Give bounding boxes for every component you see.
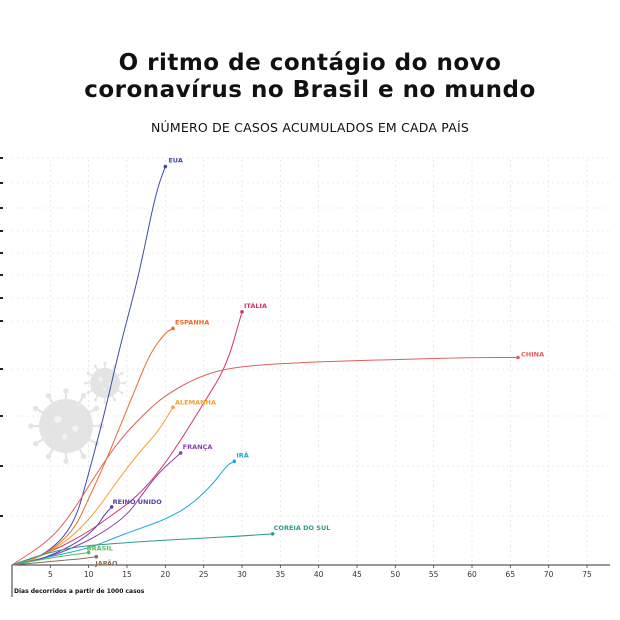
y-tick-mark (0, 207, 3, 209)
chart-grid (12, 157, 610, 565)
x-tick-label: 15 (122, 570, 132, 579)
x-tick-label: 25 (199, 570, 209, 579)
series-line-china (11, 357, 518, 566)
x-axis-label: Dias decorridos a partir de 1000 casos (14, 588, 145, 595)
series-endpoint-italia (240, 310, 244, 314)
y-tick-mark (0, 297, 3, 299)
y-tick-mark (0, 415, 3, 417)
y-tick-mark (0, 230, 3, 232)
x-tick-label: 60 (467, 570, 477, 579)
virus-icon (84, 362, 126, 404)
line-chart: 5 10 15 20 25 30 35 40 45 50 55 60 65 70 75 EUA ESPANHA… (0, 157, 610, 597)
x-tick-label: 75 (582, 570, 592, 579)
y-tick-mark (0, 515, 3, 517)
series-endpoint-japao (94, 554, 99, 559)
virus-decoration-icons (28, 362, 126, 464)
y-tick-mark (0, 252, 3, 254)
chart-axes: 5 10 15 20 25 30 35 40 45 50 55 60 65 70 75 (0, 157, 610, 597)
x-tick-label: 5 (48, 570, 53, 579)
series-endpoint-alemanha (171, 405, 175, 410)
series-label-alemanha: ALEMANHA (175, 398, 216, 406)
series-label-china: CHINA (521, 351, 544, 359)
series-line-alemanha (11, 407, 174, 566)
series-label-brasil: BRASIL (87, 545, 113, 553)
chart-subtitle: NÚMERO DE CASOS ACUMULADOS EM CADA PAÍS (150, 120, 470, 135)
series-endpoint-coreia-do-sul (270, 532, 275, 536)
series-label-eua: EUA (168, 157, 183, 165)
chart-title: O ritmo de contágio do novo coronavírus … (0, 50, 620, 104)
series-label-japao: JAPÃO (94, 559, 118, 568)
series-line-coreia-do-sul (11, 533, 273, 566)
series-endpoint-reino-unido (109, 505, 114, 509)
series-endpoint-franca (178, 451, 183, 455)
chart-title-line-1: O ritmo de contágio do novo (118, 50, 502, 76)
x-tick-label: 45 (352, 570, 362, 579)
series-label-italia: ITÁLIA (244, 301, 267, 310)
x-tick-label: 30 (237, 570, 247, 579)
y-tick-mark (0, 368, 3, 370)
series-endpoint-china (516, 355, 520, 360)
x-tick-label: 50 (391, 570, 401, 579)
x-tick-label: 65 (506, 570, 516, 579)
series-endpoint-eua (163, 164, 168, 169)
series-endpoint-ira (232, 459, 237, 464)
y-tick-mark (0, 274, 3, 276)
y-tick-mark (0, 182, 3, 184)
x-tick-label: 35 (276, 570, 286, 579)
virus-icon (28, 388, 104, 464)
series-label-ira: IRÃ (236, 450, 248, 459)
y-tick-mark (0, 320, 3, 322)
series-line-espanha (11, 328, 174, 566)
x-tick-label: 20 (161, 570, 171, 579)
series-line-japao (11, 556, 97, 566)
chart-series (11, 164, 520, 566)
chart-title-line-2: coronavírus no Brasil e no mundo (84, 77, 536, 103)
x-tick-label: 55 (429, 570, 439, 579)
series-line-eua (11, 166, 166, 566)
series-endpoint-brasil (86, 550, 91, 555)
x-tick-label: 10 (84, 570, 94, 579)
series-label-franca: FRANÇA (183, 443, 213, 451)
series-line-brasil (11, 552, 89, 566)
x-tick-label: 70 (544, 570, 554, 579)
series-label-reino-unido: REINO UNIDO (113, 498, 163, 506)
y-tick-mark (0, 465, 3, 467)
y-tick-mark (0, 157, 3, 159)
series-line-ira (11, 460, 235, 566)
series-label-coreia-do-sul: COREIA DO SUL (274, 524, 331, 532)
x-tick-label: 40 (314, 570, 324, 579)
chart-series-labels: EUA ESPANHA ITÁLIA CHINA ALEMANHA FRANÇA IRÃ RE… (87, 157, 544, 568)
series-endpoint-espanha (171, 326, 175, 331)
series-label-espanha: ESPANHA (175, 318, 209, 326)
